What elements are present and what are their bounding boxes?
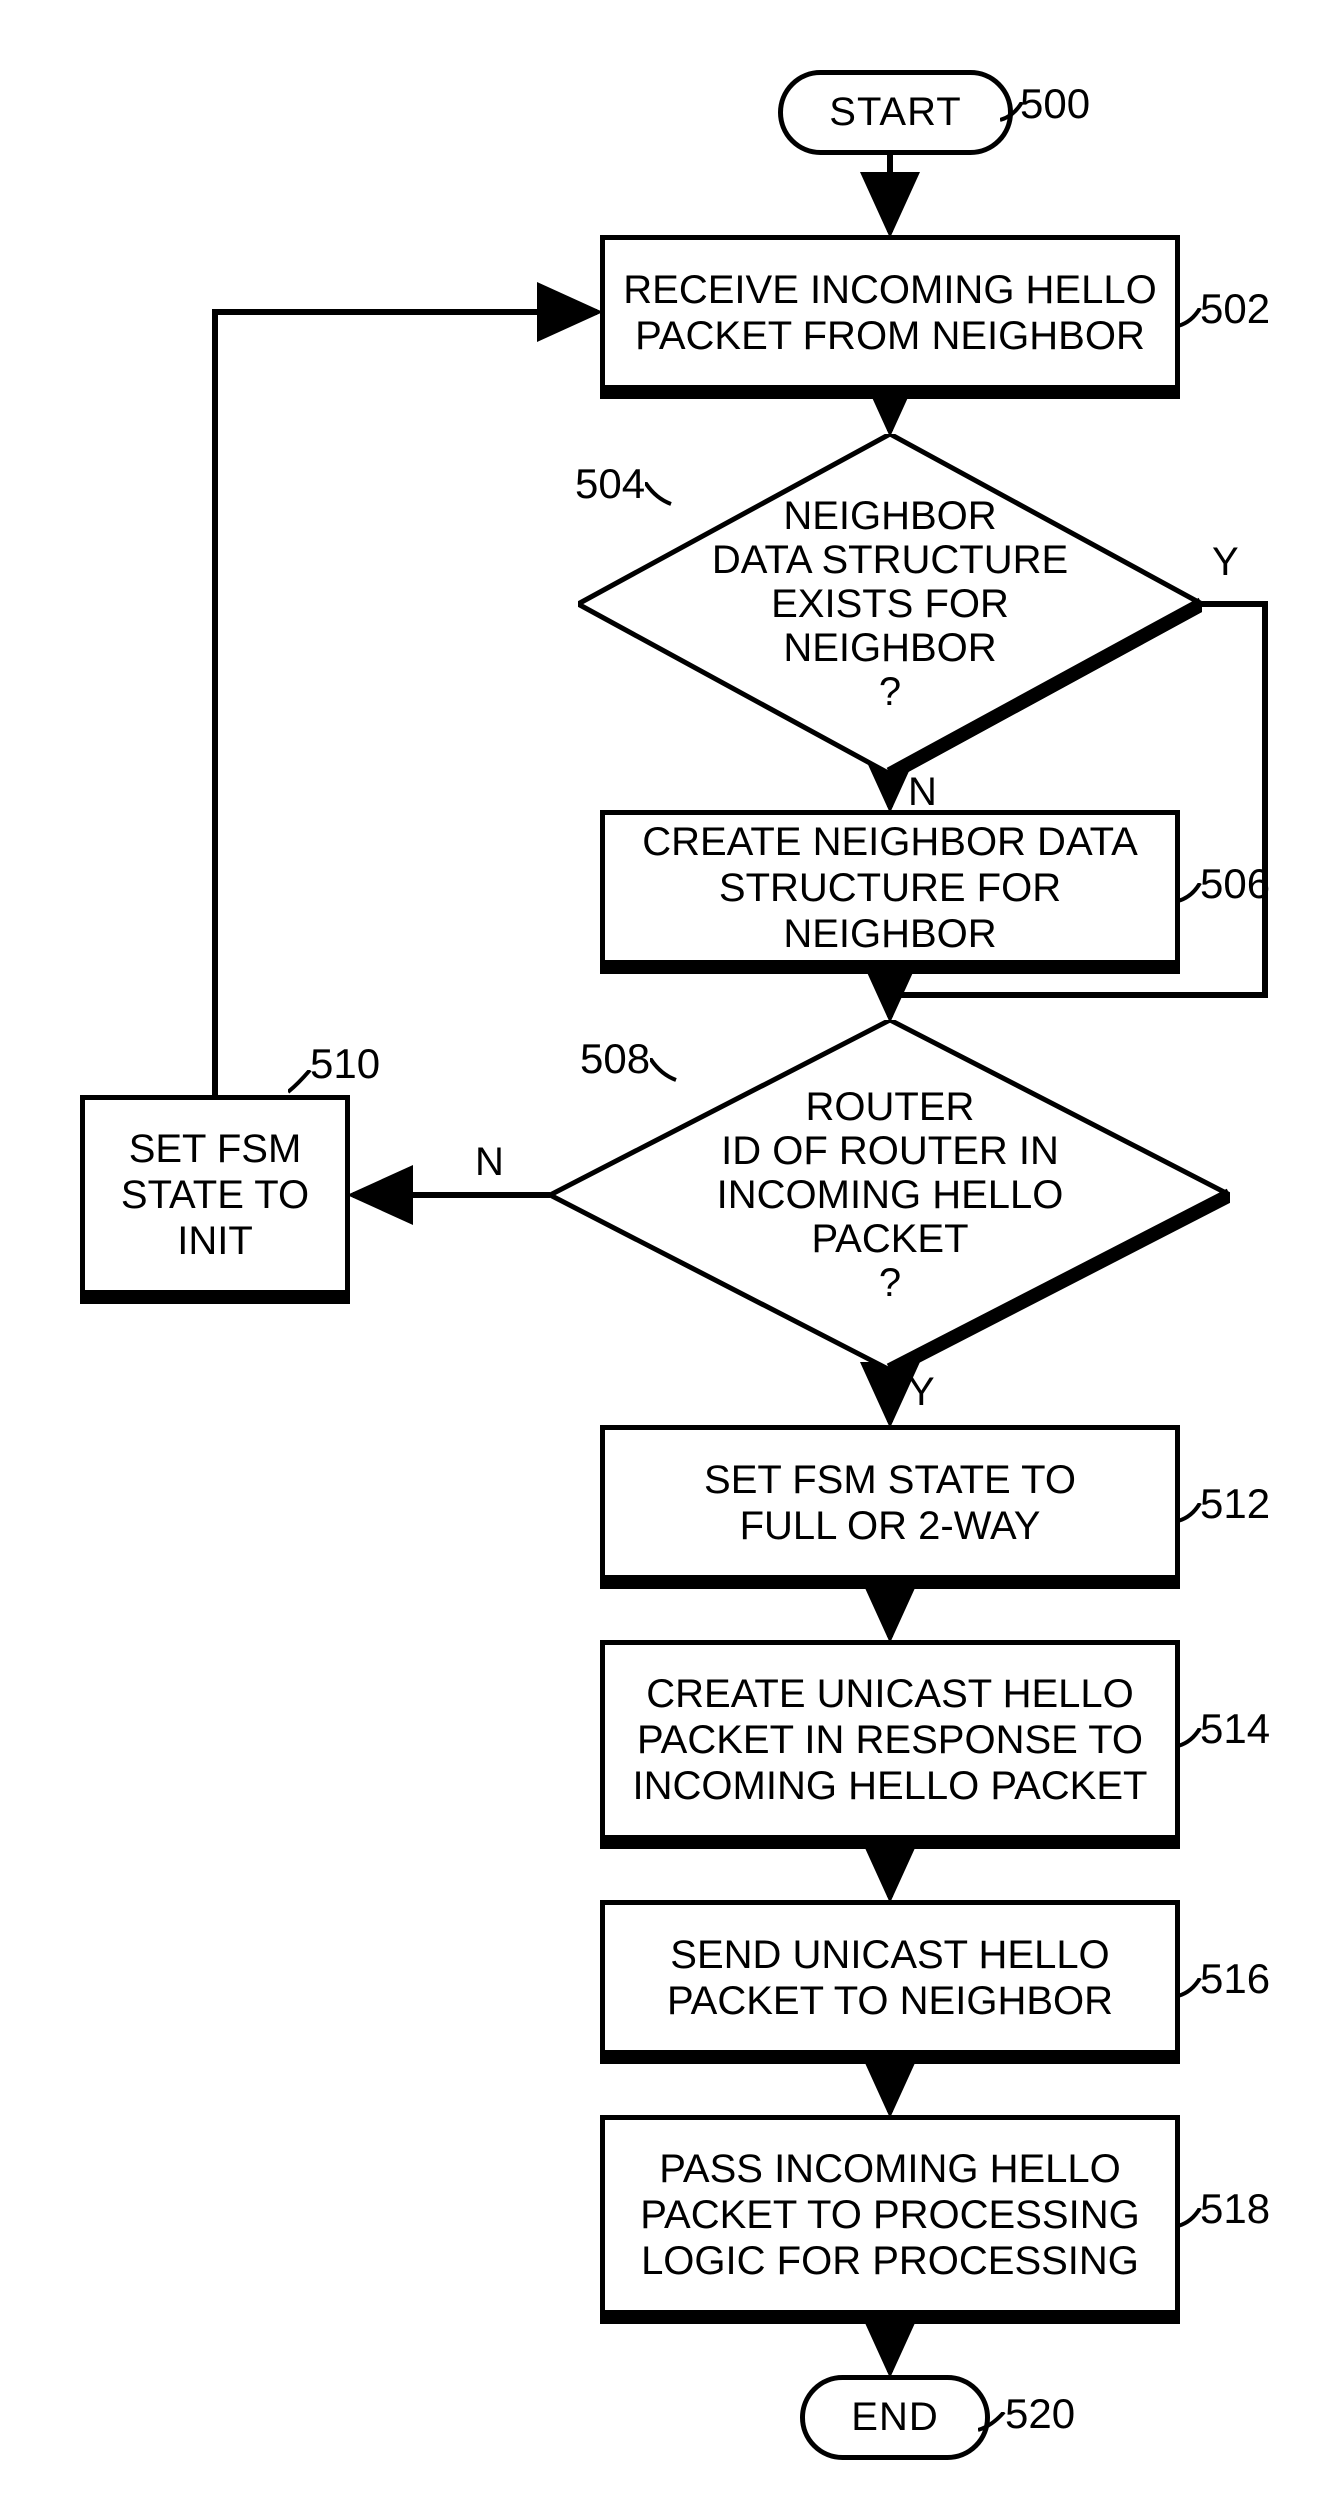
ref-502-tick bbox=[1178, 308, 1203, 328]
process-518-text: PASS INCOMING HELLOPACKET TO PROCESSINGL… bbox=[640, 2146, 1139, 2284]
process-502-text: RECEIVE INCOMING HELLOPACKET FROM NEIGHB… bbox=[623, 267, 1156, 359]
start-text: START bbox=[829, 90, 961, 135]
ref-500-tick bbox=[1000, 102, 1025, 122]
ref-520: 520 bbox=[1005, 2390, 1075, 2438]
process-506-text: CREATE NEIGHBOR DATASTRUCTURE FOR NEIGHB… bbox=[615, 819, 1165, 957]
ref-516-tick bbox=[1178, 1978, 1203, 1998]
ref-514-tick bbox=[1178, 1728, 1203, 1748]
flowchart-canvas: START 500 RECEIVE INCOMING HELLOPACKET F… bbox=[20, 20, 1342, 2487]
ref-510-tick bbox=[288, 1070, 313, 1095]
start-terminal: START bbox=[778, 70, 1013, 155]
ref-500: 500 bbox=[1020, 80, 1090, 128]
ref-504-tick bbox=[645, 482, 673, 507]
process-510-text: SET FSMSTATE TOINIT bbox=[121, 1126, 309, 1264]
ref-508: 508 bbox=[580, 1035, 650, 1083]
process-502: RECEIVE INCOMING HELLOPACKET FROM NEIGHB… bbox=[600, 235, 1180, 390]
ref-506-tick bbox=[1178, 883, 1203, 903]
ref-508-tick bbox=[650, 1058, 678, 1083]
branch-504-yes: Y bbox=[1212, 540, 1239, 585]
ref-504: 504 bbox=[575, 460, 645, 508]
ref-512: 512 bbox=[1200, 1480, 1270, 1528]
ref-502: 502 bbox=[1200, 285, 1270, 333]
ref-518: 518 bbox=[1200, 2185, 1270, 2233]
branch-508-no: N bbox=[475, 1140, 504, 1185]
end-text: END bbox=[851, 2395, 938, 2440]
process-512-text: SET FSM STATE TOFULL OR 2-WAY bbox=[704, 1457, 1076, 1549]
process-512: SET FSM STATE TOFULL OR 2-WAY bbox=[600, 1425, 1180, 1580]
ref-514: 514 bbox=[1200, 1705, 1270, 1753]
ref-506: 506 bbox=[1200, 860, 1270, 908]
process-518: PASS INCOMING HELLOPACKET TO PROCESSINGL… bbox=[600, 2115, 1180, 2315]
process-514-text: CREATE UNICAST HELLOPACKET IN RESPONSE T… bbox=[633, 1671, 1148, 1809]
ref-516: 516 bbox=[1200, 1955, 1270, 2003]
branch-504-no: N bbox=[908, 770, 937, 815]
process-514: CREATE UNICAST HELLOPACKET IN RESPONSE T… bbox=[600, 1640, 1180, 1840]
ref-518-tick bbox=[1178, 2208, 1203, 2228]
branch-508-yes: Y bbox=[908, 1370, 935, 1415]
process-510: SET FSMSTATE TOINIT bbox=[80, 1095, 350, 1295]
process-516: SEND UNICAST HELLOPACKET TO NEIGHBOR bbox=[600, 1900, 1180, 2055]
end-terminal: END bbox=[800, 2375, 990, 2460]
process-516-text: SEND UNICAST HELLOPACKET TO NEIGHBOR bbox=[667, 1932, 1113, 2024]
ref-510: 510 bbox=[310, 1040, 380, 1088]
process-506: CREATE NEIGHBOR DATASTRUCTURE FOR NEIGHB… bbox=[600, 810, 1180, 965]
ref-520-tick bbox=[978, 2412, 1006, 2432]
ref-512-tick bbox=[1178, 1503, 1203, 1523]
